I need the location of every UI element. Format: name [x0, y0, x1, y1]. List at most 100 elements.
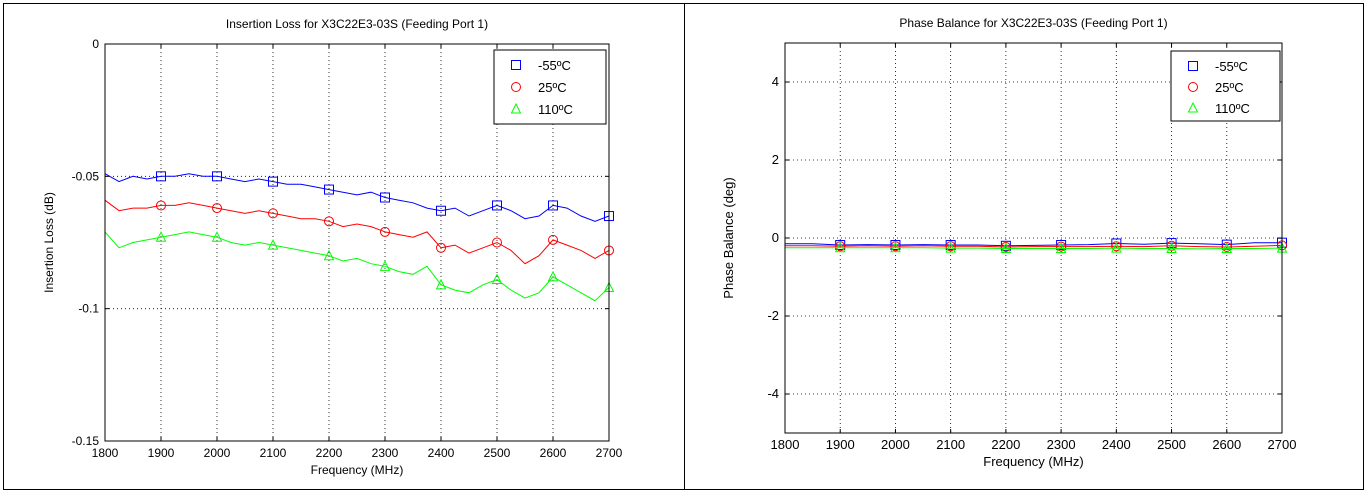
legend-marker — [510, 102, 522, 114]
y-tick-label: 4 — [772, 74, 779, 89]
chart-panel-phase-balance: Phase Balance for X3C22E3-03S (Feeding P… — [684, 3, 1364, 490]
data-point — [945, 241, 956, 252]
x-axis-label: Frequency (MHz) — [311, 463, 404, 477]
legend-marker — [1188, 82, 1198, 92]
y-tick-label: 0 — [772, 230, 779, 245]
data-point — [834, 241, 846, 253]
phase-balance-chart: Phase Balance for X3C22E3-03S (Feeding P… — [721, 16, 1297, 469]
legend-label: -55ºC — [538, 58, 571, 73]
y-tick-label: -2 — [767, 308, 779, 323]
insertion-loss-chart: Insertion Loss for X3C22E3-03S (Feeding … — [42, 17, 623, 477]
data-point — [267, 239, 279, 250]
series-line — [104, 173, 610, 222]
x-tick-label: 2500 — [484, 446, 511, 460]
data-point — [155, 231, 167, 242]
data-point — [379, 260, 391, 271]
series-2 — [785, 241, 1288, 254]
data-point — [1111, 241, 1122, 252]
legend-marker — [1188, 61, 1198, 71]
data-point — [323, 249, 335, 261]
data-point — [380, 226, 390, 237]
data-point — [1056, 241, 1067, 252]
series-line — [785, 244, 1283, 248]
x-tick-label: 2400 — [428, 446, 455, 460]
x-tick-label: 1900 — [826, 437, 855, 452]
legend-label: 25ºC — [538, 80, 567, 95]
legend: -55ºC 25ºC 110ºC — [1170, 50, 1281, 122]
x-tick-label: 2600 — [540, 446, 567, 460]
data-point — [435, 278, 447, 290]
data-point — [268, 208, 278, 219]
data-point — [1055, 242, 1067, 254]
x-tick-label: 2300 — [372, 446, 399, 460]
data-point — [491, 273, 503, 285]
x-tick-label: 2100 — [260, 446, 287, 460]
data-point — [945, 242, 956, 253]
data-point — [212, 171, 222, 182]
data-point — [436, 205, 446, 216]
data-point — [890, 241, 901, 253]
y-tick-label: 0 — [92, 37, 99, 51]
data-point — [492, 200, 502, 211]
data-point — [1000, 242, 1012, 254]
x-tick-label: 2300 — [1047, 437, 1076, 452]
legend: -55ºC 25ºC 110ºC — [493, 49, 607, 125]
y-tick-label: 2 — [772, 152, 779, 167]
x-tick-label: 2500 — [1157, 437, 1186, 452]
x-tick-label: 2200 — [991, 437, 1020, 452]
data-point — [1221, 242, 1233, 254]
x-tick-label: 2100 — [936, 437, 965, 452]
legend-label: 110ºC — [538, 102, 573, 117]
x-tick-label: 2700 — [596, 446, 623, 460]
legend-label: 25ºC — [1215, 80, 1244, 95]
legend-label: -55ºC — [1215, 59, 1248, 74]
x-tick-label: 2600 — [1212, 437, 1241, 452]
axes-box — [104, 43, 610, 442]
series-line — [104, 199, 610, 265]
x-tick-label: 2700 — [1268, 437, 1297, 452]
legend-marker — [511, 82, 521, 92]
legend-box — [1170, 50, 1281, 122]
x-tick-label: 2400 — [1102, 437, 1131, 452]
data-point — [156, 171, 166, 182]
data-point — [324, 216, 334, 227]
series-line — [104, 231, 610, 302]
data-point — [492, 237, 502, 248]
y-tick-label: -0.05 — [72, 169, 100, 183]
data-point — [548, 200, 558, 211]
chart-title: Phase Balance for X3C22E3-03S (Feeding P… — [899, 16, 1167, 30]
data-point — [1111, 242, 1122, 253]
x-tick-label: 2000 — [204, 446, 231, 460]
y-axis-label: Insertion Loss (dB) — [42, 192, 56, 293]
series-2 — [104, 231, 615, 302]
legend-marker — [511, 60, 521, 70]
series-line — [785, 247, 1283, 250]
x-tick-label: 1800 — [771, 437, 800, 452]
y-tick-label: -0.1 — [78, 302, 99, 316]
chart-title: Insertion Loss for X3C22E3-03S (Feeding … — [226, 17, 488, 31]
x-tick-label: 2000 — [881, 437, 910, 452]
data-point — [1166, 238, 1177, 249]
legend-marker — [1187, 101, 1199, 113]
data-point — [380, 192, 390, 203]
series-line — [785, 242, 1282, 247]
data-point — [1166, 240, 1177, 251]
data-point — [548, 234, 558, 245]
y-tick-label: -4 — [767, 386, 779, 401]
x-axis-label: Frequency (MHz) — [983, 454, 1083, 469]
data-point — [547, 270, 559, 282]
x-tick-label: 2200 — [316, 446, 343, 460]
data-point — [212, 203, 222, 214]
data-point — [211, 231, 223, 242]
data-point — [1166, 242, 1177, 254]
data-point — [156, 200, 166, 211]
data-point — [436, 242, 446, 253]
x-tick-label: 1900 — [148, 446, 175, 460]
chart-panel-insertion-loss: Insertion Loss for X3C22E3-03S (Feeding … — [3, 3, 685, 490]
legend-label: 110ºC — [1215, 101, 1250, 116]
y-axis-label: Phase Balance (deg) — [721, 177, 736, 298]
x-tick-label: 1800 — [92, 446, 119, 460]
data-point — [1221, 239, 1232, 250]
data-point — [268, 176, 278, 187]
y-tick-label: -0.15 — [72, 434, 100, 448]
